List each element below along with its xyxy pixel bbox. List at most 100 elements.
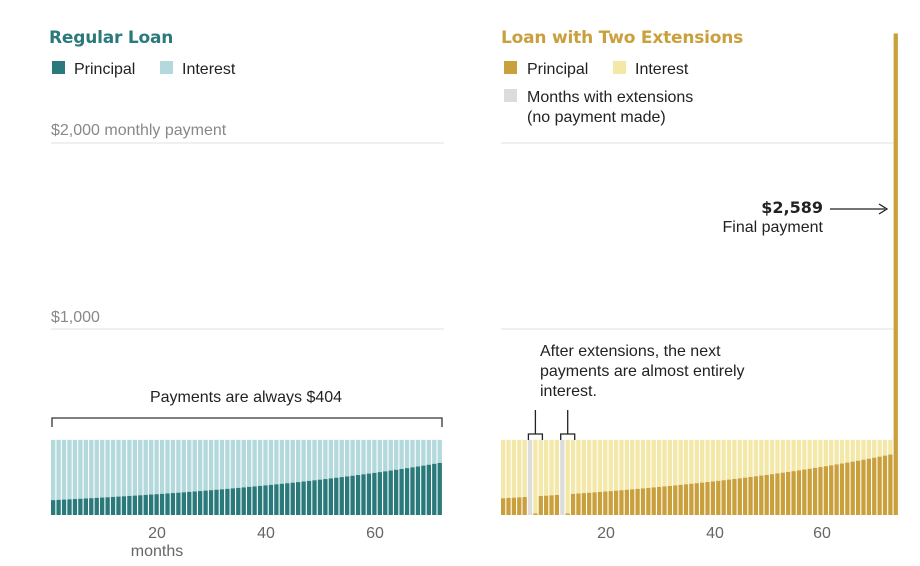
interest-bar: [501, 439, 506, 499]
interest-bar: [802, 439, 807, 470]
principal-bar: [399, 468, 404, 515]
interest-bar: [263, 439, 268, 486]
regular-loan-title: Regular Loan: [49, 28, 173, 48]
principal-bar: [323, 479, 328, 515]
legend-interest-label: Interest: [635, 61, 689, 78]
principal-bar: [296, 482, 301, 515]
post-extension-bracket: [527, 410, 544, 440]
interest-bar: [603, 439, 608, 492]
principal-bar: [388, 470, 393, 515]
interest-bar: [154, 439, 159, 495]
principal-bar: [877, 456, 882, 515]
principal-bar: [743, 477, 748, 515]
interest-bar: [791, 439, 796, 472]
principal-bar: [501, 498, 506, 515]
gridline-1000-label: $1,000: [51, 309, 100, 326]
interest-bar: [399, 439, 404, 469]
interest-bar: [732, 439, 737, 479]
principal-bar: [630, 489, 635, 515]
principal-bar: [236, 487, 241, 515]
extension-month-bar: [527, 439, 533, 515]
principal-bar: [165, 493, 170, 515]
interest-bar: [721, 439, 726, 481]
interest-bar: [203, 439, 208, 491]
principal-bar: [361, 474, 366, 515]
interest-bar: [764, 439, 769, 475]
principal-bar: [780, 472, 785, 515]
principal-bar: [662, 486, 667, 515]
interest-bar: [388, 439, 393, 471]
interest-bar: [290, 439, 295, 483]
principal-bar: [565, 513, 570, 515]
interest-bar: [888, 439, 893, 455]
principal-bar: [383, 471, 388, 515]
interest-bar: [296, 439, 301, 483]
principal-bar: [187, 491, 192, 515]
principal-bar: [667, 485, 673, 515]
legend-interest-swatch: [613, 61, 626, 74]
principal-bar: [576, 493, 581, 515]
legend-principal-swatch: [504, 61, 517, 74]
interest-bar: [350, 439, 355, 476]
principal-bar: [241, 487, 246, 515]
interest-bar: [394, 439, 399, 470]
interest-bar: [372, 439, 377, 473]
legend-extension-sublabel: (no payment made): [527, 109, 666, 126]
principal-bar: [759, 475, 764, 515]
principal-bar: [834, 464, 839, 515]
principal-bar: [850, 461, 855, 515]
interest-bar: [328, 439, 334, 479]
interest-bar: [165, 439, 170, 494]
extension-loan-title: Loan with Two Extensions: [501, 28, 743, 48]
principal-bar: [737, 478, 742, 515]
interest-bar: [121, 439, 127, 497]
interest-bar: [312, 439, 317, 481]
principal-bar: [678, 484, 683, 515]
principal-bar: [83, 498, 89, 515]
interest-bar: [83, 439, 89, 499]
interest-bar: [219, 439, 225, 490]
principal-bar: [726, 479, 732, 515]
interest-bar: [780, 439, 785, 473]
principal-bar: [328, 478, 334, 515]
principal-bar: [861, 459, 866, 515]
principal-bar: [214, 489, 219, 515]
interest-bar: [61, 439, 67, 500]
interest-bar: [225, 439, 230, 489]
interest-bar: [252, 439, 257, 487]
principal-bar: [421, 465, 426, 515]
interest-bar: [678, 439, 683, 485]
principal-bar: [247, 486, 252, 515]
extension-annotation-line-2: payments are almost entirely: [540, 363, 745, 380]
principal-bar: [268, 484, 274, 515]
principal-bar: [312, 480, 317, 515]
x-tick-40: 40: [257, 525, 275, 542]
interest-bar: [753, 439, 759, 477]
interest-bar: [818, 439, 823, 468]
principal-bar: [127, 495, 132, 515]
interest-bar: [538, 439, 543, 497]
interest-bar: [279, 439, 285, 484]
interest-bar: [268, 439, 274, 485]
principal-bar: [263, 485, 268, 515]
interest-bar: [517, 439, 522, 498]
principal-bar: [257, 485, 263, 515]
interest-bar: [656, 439, 662, 487]
interest-bar: [839, 439, 845, 464]
final-payment-value: $2,589: [761, 198, 823, 217]
interest-bar: [850, 439, 855, 462]
interest-bar: [608, 439, 613, 492]
interest-bar: [775, 439, 780, 474]
principal-bar: [635, 488, 640, 515]
principal-bar: [345, 476, 350, 515]
interest-bar: [323, 439, 328, 480]
principal-bar: [544, 495, 549, 515]
principal-bar: [812, 467, 818, 515]
principal-bar: [394, 469, 399, 515]
interest-bar: [619, 439, 624, 491]
principal-bar: [533, 513, 538, 515]
interest-bar: [426, 439, 432, 465]
interest-bar: [845, 439, 850, 463]
interest-bar: [198, 439, 203, 492]
